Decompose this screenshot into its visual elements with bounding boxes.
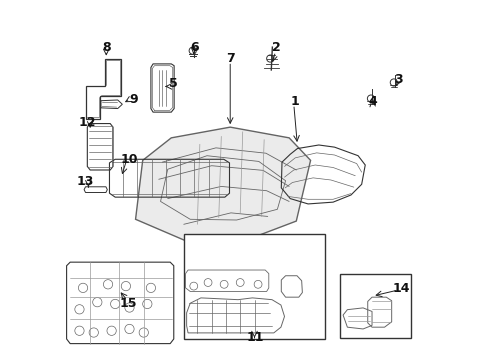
Bar	[183, 234, 324, 339]
Bar	[340, 274, 410, 338]
Text: 7: 7	[225, 52, 234, 65]
Text: 5: 5	[168, 77, 177, 90]
Text: 12: 12	[79, 116, 96, 129]
Text: 10: 10	[121, 153, 138, 166]
Text: 2: 2	[272, 41, 281, 54]
Text: 13: 13	[77, 175, 94, 188]
Text: 8: 8	[102, 41, 111, 54]
Text: 14: 14	[392, 283, 409, 296]
Text: 15: 15	[120, 297, 137, 310]
Polygon shape	[135, 127, 310, 241]
Text: 11: 11	[246, 332, 264, 345]
Text: 4: 4	[368, 95, 377, 108]
Text: 6: 6	[190, 41, 199, 54]
Text: 3: 3	[393, 73, 402, 86]
Text: 1: 1	[289, 95, 298, 108]
Text: 9: 9	[129, 93, 138, 106]
